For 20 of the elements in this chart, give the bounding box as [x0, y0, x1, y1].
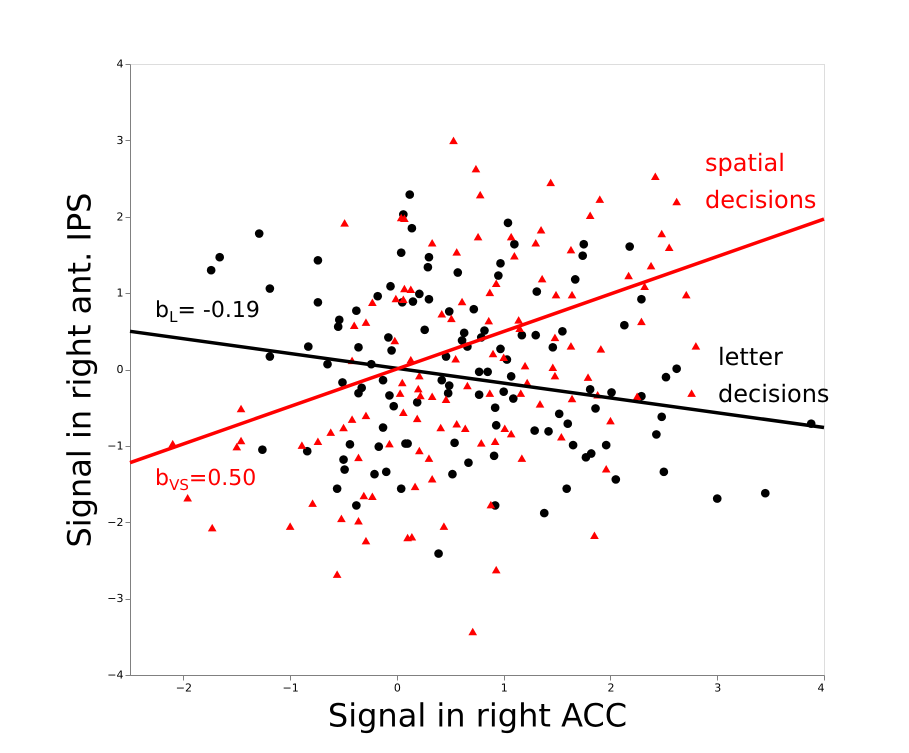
series-label: spatial decisions [705, 149, 816, 214]
x-tick-label: 3 [714, 682, 722, 694]
y-tick-label: 0 [116, 363, 124, 376]
y-axis-title: Signal in right ant. IPS [60, 192, 98, 548]
y-tick-label: −2 [107, 516, 124, 529]
y-tick-label: 2 [116, 210, 124, 224]
y-tick-label: 1 [116, 286, 124, 300]
x-tick-label: −2 [176, 682, 192, 694]
x-tick-label: −1 [282, 682, 299, 694]
y-tick-label: 4 [116, 58, 124, 70]
x-tick-label: 0 [394, 682, 401, 694]
x-tick-label: 2 [607, 682, 614, 694]
x-tick-label: 1 [500, 682, 508, 694]
series-label: letter decisions [718, 343, 830, 408]
y-tick-label: −1 [107, 439, 124, 452]
x-axis-title: Signal in right ACC [328, 696, 628, 734]
x-tick-label: 4 [818, 682, 824, 694]
y-tick-label: −4 [107, 668, 124, 682]
y-tick-label: 3 [116, 134, 124, 147]
y-tick-label: −3 [107, 592, 124, 606]
